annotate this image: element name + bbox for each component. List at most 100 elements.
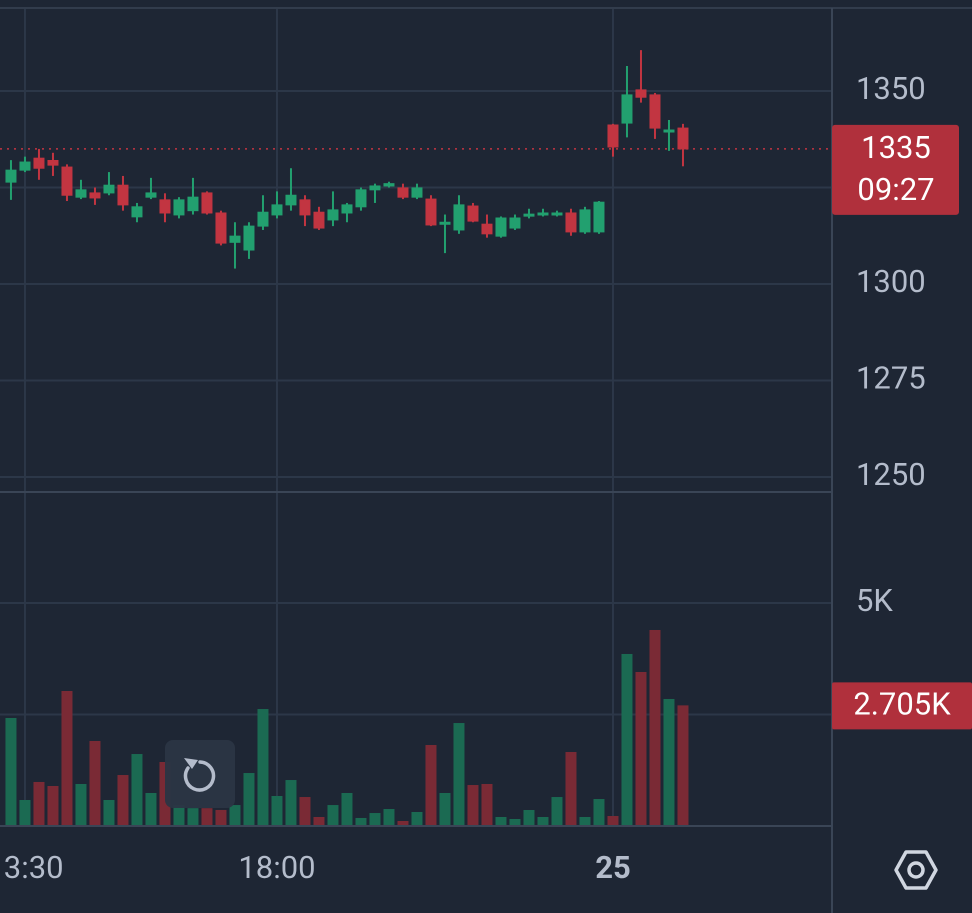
volume-bar [75,783,87,826]
x-tick-label: 13:30 [0,849,64,886]
candle-body [5,169,17,183]
candle-body [551,212,563,216]
candle-body [411,187,423,198]
candle-body [467,205,479,222]
last-price-label: 1335 [861,129,931,166]
candle-body [369,185,381,191]
volume-bar [397,821,409,826]
candle-body [285,194,297,206]
candle-body [439,221,451,225]
settings-icon[interactable] [894,850,938,890]
candle-body [243,225,255,251]
plot-area [0,50,832,826]
candle-body [145,192,157,198]
volume-bar [467,785,479,826]
volume-bar [495,816,507,826]
volume-bar [145,792,157,826]
volume-bar [453,723,465,826]
candle-body [215,212,227,244]
candle-body [89,192,101,199]
candle-body [201,192,213,214]
reset-button[interactable] [165,740,235,808]
candle-body [607,124,619,148]
volume-bar [19,799,31,826]
volume-bar [5,717,17,826]
volume-bar [271,795,283,826]
volume-bar [523,809,535,826]
candle-body [19,161,31,171]
volume-bar [243,773,255,826]
volume-bar [565,752,577,826]
candle-body [159,199,171,214]
countdown-label: 09:27 [857,171,934,208]
volume-bar [215,809,227,826]
candle-body [593,201,605,233]
candle-body [495,217,507,237]
volume-bar [425,745,437,826]
candle-body [649,94,661,129]
candle-body [299,199,311,216]
volume-bar [201,808,213,826]
volume-bar [89,740,101,826]
volume-bar [341,792,353,826]
candle-body [537,212,549,216]
candle-body [187,196,199,212]
candle-body [453,204,465,231]
candle-body [313,211,325,229]
volume-bar [285,780,297,826]
candle-body [103,184,115,194]
settings-button[interactable] [894,850,938,890]
volume-bar [369,813,381,826]
candle-body [271,204,283,216]
settings-icon-center [907,861,925,879]
volume-bar [621,653,633,826]
volume-bar [551,797,563,826]
x-tick-label: 25 [595,849,631,886]
candle-body [523,213,535,217]
candle-body [397,187,409,198]
volume-bar [509,818,521,826]
y-tick-label: 1275 [856,360,926,397]
volume-bar [677,705,689,826]
candle-body [47,160,59,166]
candle-body [635,89,647,98]
candle-body [341,204,353,214]
candle-body [355,189,367,208]
volume-bar [117,775,129,826]
volume-bar [257,709,269,826]
candle-body [621,94,633,124]
volume-bar [593,799,605,826]
candle-body [257,211,269,227]
last-volume-tag [832,682,972,730]
volume-bar [411,811,423,826]
candle-body [75,189,87,198]
last-price-tag [832,124,959,215]
volume-bar [313,816,325,826]
y-tick-label: 1250 [856,456,926,493]
y-tick-label: 1300 [856,263,926,300]
volume-bar [635,672,647,826]
volume-bar [173,805,185,826]
volume-bar [439,792,451,826]
volume-bar [649,629,661,826]
volume-bar [607,816,619,826]
volume-bar [229,805,241,826]
volume-bar [327,805,339,826]
volume-bar [537,816,549,826]
axis-labels: 13:3018:002512501275130013251350133509:2… [0,70,972,886]
candle-body [481,223,493,235]
reset-icon-arrow [184,758,198,769]
reset-icon [183,760,216,792]
volume-bar [663,698,675,826]
volume-bar [481,783,493,826]
candle-body [663,129,675,133]
volume-bar [383,809,395,826]
candle-body [383,183,395,187]
reset-button-bg[interactable] [165,740,235,808]
last-volume-label: 2.705K [853,686,951,723]
x-tick-label: 18:00 [238,849,315,886]
candle-body [509,217,521,229]
candle-body [425,198,437,226]
